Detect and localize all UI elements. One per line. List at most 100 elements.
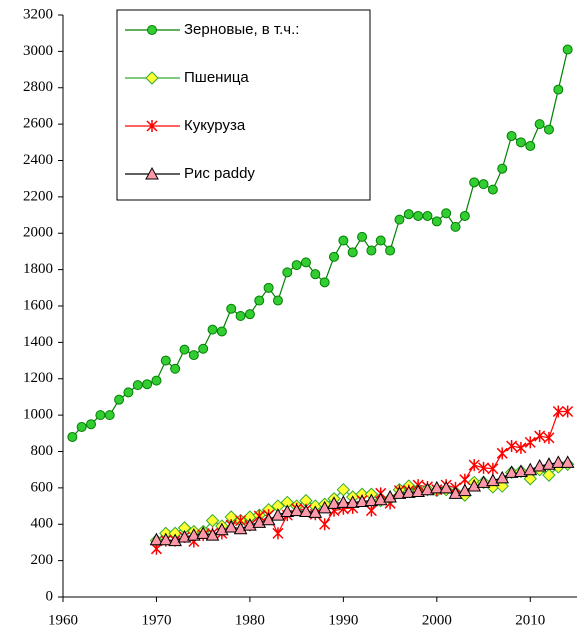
marker — [496, 447, 508, 460]
marker — [67, 431, 78, 442]
marker — [263, 282, 274, 293]
marker — [523, 462, 538, 476]
y-tick-label: 800 — [31, 443, 54, 459]
marker — [145, 71, 159, 85]
y-tick-label: 1800 — [23, 261, 53, 277]
marker — [336, 495, 351, 508]
marker — [261, 512, 276, 526]
marker — [401, 485, 416, 498]
x-tick-label: 1980 — [235, 612, 265, 628]
marker — [459, 210, 470, 221]
marker — [177, 529, 192, 543]
marker — [160, 355, 171, 366]
y-tick-label: 1400 — [23, 334, 53, 350]
marker — [394, 214, 405, 225]
marker — [235, 311, 246, 322]
marker — [560, 455, 575, 468]
marker — [383, 489, 397, 503]
marker — [289, 503, 304, 517]
y-tick-label: 3200 — [23, 6, 53, 22]
marker — [233, 521, 248, 535]
y-tick-label: 1000 — [23, 407, 53, 423]
y-tick-label: 200 — [31, 552, 54, 568]
marker — [104, 410, 115, 421]
legend-label: Кукуруза — [184, 117, 246, 134]
marker — [468, 459, 480, 472]
marker — [254, 295, 265, 306]
marker — [319, 518, 331, 531]
marker — [291, 260, 302, 271]
marker — [244, 309, 255, 320]
marker — [365, 504, 377, 517]
y-tick-label: 2800 — [23, 79, 53, 95]
marker — [151, 375, 162, 386]
marker — [114, 394, 125, 405]
marker — [375, 235, 386, 246]
marker — [300, 257, 311, 268]
marker — [478, 179, 489, 190]
x-tick-label: 1960 — [48, 612, 78, 628]
y-tick-label: 2600 — [23, 116, 53, 132]
marker — [317, 500, 332, 514]
y-tick-label: 400 — [31, 516, 54, 532]
legend: Зерновые, в т.ч.: Пшеница Кукуруза Рис padd… — [116, 9, 371, 201]
marker — [553, 84, 564, 95]
marker — [147, 25, 157, 35]
marker — [439, 480, 454, 494]
marker — [551, 455, 566, 468]
marker — [532, 459, 547, 472]
marker — [271, 508, 285, 521]
marker — [299, 504, 313, 518]
marker — [168, 533, 182, 547]
marker — [543, 124, 554, 135]
marker — [86, 419, 97, 430]
marker — [224, 519, 239, 533]
y-tick-label: 1600 — [23, 297, 53, 313]
marker — [226, 303, 237, 314]
marker — [542, 468, 556, 482]
marker — [282, 267, 293, 278]
legend-box — [116, 9, 371, 201]
y-tick-label: 2000 — [23, 225, 53, 241]
marker — [506, 440, 518, 453]
marker — [357, 231, 368, 242]
marker — [478, 461, 490, 474]
marker — [123, 387, 134, 398]
marker — [458, 483, 472, 497]
marker — [542, 457, 556, 470]
marker — [420, 482, 435, 496]
marker — [132, 380, 143, 391]
marker — [514, 464, 528, 478]
marker — [506, 130, 517, 141]
marker — [552, 405, 564, 418]
marker — [76, 421, 87, 432]
x-tick-label: 1970 — [141, 612, 171, 628]
x-tick-label: 1990 — [328, 612, 358, 628]
marker — [196, 526, 211, 539]
marker — [146, 120, 158, 132]
marker — [364, 493, 379, 507]
marker — [403, 209, 414, 220]
marker — [422, 210, 433, 221]
marker — [467, 479, 482, 492]
marker — [487, 184, 498, 195]
marker — [515, 137, 526, 148]
marker — [310, 269, 321, 280]
marker — [327, 496, 341, 509]
marker — [543, 431, 555, 444]
marker — [469, 177, 480, 188]
marker — [476, 475, 491, 488]
marker — [487, 462, 499, 475]
marker — [186, 528, 201, 541]
marker — [411, 484, 425, 498]
marker — [207, 324, 218, 335]
marker — [534, 430, 546, 443]
marker — [329, 251, 340, 262]
marker — [504, 465, 519, 478]
marker — [216, 326, 227, 337]
marker — [308, 505, 323, 518]
marker — [534, 119, 545, 130]
marker — [562, 405, 574, 418]
marker — [441, 208, 452, 219]
